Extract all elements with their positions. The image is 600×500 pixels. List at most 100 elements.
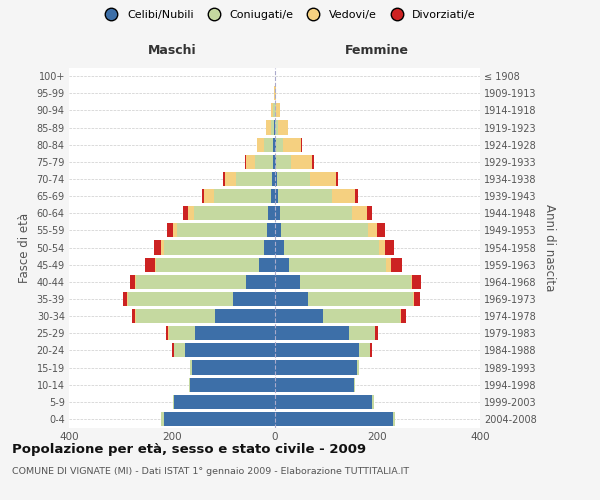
Bar [164,412,275,426]
Bar [255,155,273,169]
Bar [275,172,277,186]
Bar [275,378,354,392]
Bar [154,240,161,254]
Bar [223,172,224,186]
Bar [214,189,271,203]
Bar [370,344,371,357]
Bar [236,172,272,186]
Bar [375,326,378,340]
Bar [275,275,300,289]
Bar [354,378,355,392]
Bar [275,120,278,134]
Bar [169,326,195,340]
Bar [278,120,288,134]
Bar [202,189,204,203]
Bar [410,275,412,289]
Bar [271,120,274,134]
Bar [188,206,194,220]
Bar [135,309,136,323]
Bar [185,344,275,357]
Bar [275,224,281,237]
Bar [123,292,127,306]
Bar [164,240,264,254]
Y-axis label: Anni di nascita: Anni di nascita [544,204,556,291]
Bar [275,344,359,357]
Bar [233,292,275,306]
Bar [301,138,302,151]
Bar [274,138,275,151]
Bar [275,292,308,306]
Bar [204,189,214,203]
Bar [172,344,174,357]
Bar [246,275,275,289]
Bar [312,155,314,169]
Bar [271,189,275,203]
Bar [275,189,278,203]
Bar [168,326,169,340]
Bar [175,395,275,409]
Bar [310,172,335,186]
Bar [276,155,292,169]
Bar [273,155,275,169]
Bar [275,326,349,340]
Bar [275,155,276,169]
Bar [400,309,401,323]
Bar [190,360,193,374]
Bar [145,258,155,272]
Bar [155,258,157,272]
Bar [161,240,164,254]
Bar [194,206,268,220]
Bar [166,326,168,340]
Text: Femmine: Femmine [345,44,409,57]
Bar [275,412,392,426]
Bar [259,258,275,272]
Bar [275,206,280,220]
Bar [130,275,135,289]
Bar [136,309,215,323]
Bar [182,206,188,220]
Bar [284,240,379,254]
Bar [275,240,284,254]
Bar [368,224,377,237]
Bar [175,344,185,357]
Bar [281,224,368,237]
Bar [352,206,367,220]
Bar [349,326,374,340]
Bar [272,172,275,186]
Bar [332,189,355,203]
Bar [377,224,385,237]
Bar [385,240,394,254]
Bar [215,309,275,323]
Bar [189,378,190,392]
Bar [267,224,275,237]
Bar [257,138,264,151]
Bar [367,206,372,220]
Bar [161,412,164,426]
Bar [412,275,421,289]
Bar [135,275,136,289]
Bar [414,292,421,306]
Text: COMUNE DI VIGNATE (MI) - Dati ISTAT 1° gennaio 2009 - Elaborazione TUTTITALIA.IT: COMUNE DI VIGNATE (MI) - Dati ISTAT 1° g… [12,468,409,476]
Bar [195,326,275,340]
Bar [173,395,175,409]
Bar [224,172,236,186]
Bar [401,309,406,323]
Bar [193,360,275,374]
Bar [128,292,233,306]
Bar [280,206,352,220]
Bar [391,258,402,272]
Bar [278,189,332,203]
Bar [275,258,289,272]
Bar [275,395,372,409]
Bar [355,189,358,203]
Bar [392,412,395,426]
Bar [277,172,310,186]
Bar [359,344,370,357]
Bar [157,258,259,272]
Bar [190,378,275,392]
Bar [136,275,246,289]
Bar [271,104,274,118]
Bar [275,104,280,118]
Text: Popolazione per età, sesso e stato civile - 2009: Popolazione per età, sesso e stato civil… [12,442,366,456]
Bar [308,292,413,306]
